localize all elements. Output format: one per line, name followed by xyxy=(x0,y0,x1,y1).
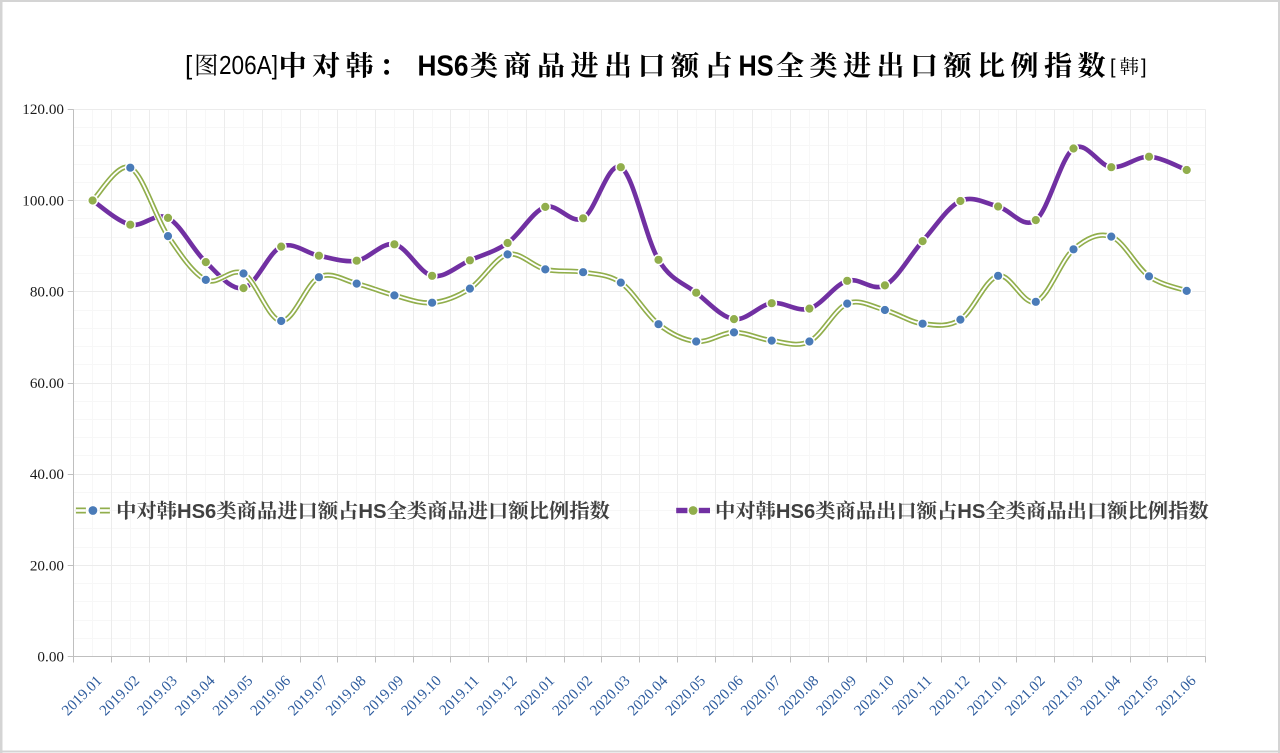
svg-text:60.00: 60.00 xyxy=(30,375,65,392)
svg-text:20.00: 20.00 xyxy=(30,557,65,574)
svg-text:[: [ xyxy=(185,50,193,80)
svg-text:HS6: HS6 xyxy=(418,51,469,83)
svg-text:40.00: 40.00 xyxy=(30,466,65,483)
svg-text:HS: HS xyxy=(358,501,386,523)
svg-text:100.00: 100.00 xyxy=(22,192,64,209)
svg-text:HS6: HS6 xyxy=(177,501,216,523)
svg-text:HS6: HS6 xyxy=(776,501,815,523)
svg-text:80.00: 80.00 xyxy=(30,284,65,301)
svg-text:0.00: 0.00 xyxy=(37,649,64,666)
svg-text:120.00: 120.00 xyxy=(22,101,64,118)
svg-text:]: ] xyxy=(1141,57,1147,79)
svg-text:206A]: 206A] xyxy=(219,50,278,80)
svg-text:HS: HS xyxy=(957,501,985,523)
svg-text:HS: HS xyxy=(739,51,774,83)
svg-text:[: [ xyxy=(1110,57,1116,79)
